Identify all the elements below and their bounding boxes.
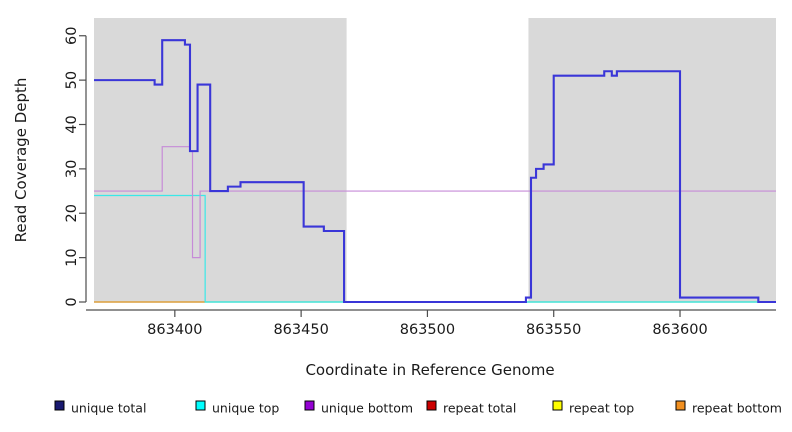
y-tick-label-30: 30 (64, 160, 80, 178)
y-tick-label-0: 0 (64, 297, 80, 306)
y-tick-label-20: 20 (64, 204, 80, 222)
legend-item-repeat-top[interactable]: repeat top (552, 400, 634, 416)
legend-item-unique-total[interactable]: unique total (54, 400, 146, 416)
y-tick-label-60: 60 (64, 27, 80, 45)
y-axis-label: Read Coverage Depth (12, 78, 30, 243)
legend-swatch-repeat-top (552, 400, 563, 411)
x-tick-label-863450: 863450 (273, 322, 328, 338)
shaded-region-layer (94, 18, 776, 302)
legend-label-repeat-top: repeat top (569, 401, 634, 416)
legend-label-repeat-total: repeat total (443, 401, 516, 416)
legend-swatch-repeat-bottom (675, 400, 686, 411)
y-tick-label-50: 50 (64, 71, 80, 89)
legend-label-repeat-bottom: repeat bottom (692, 401, 782, 416)
tick-label-layer: 0 10 20 30 40 50 60 863400 863450 863500 863550 863… (64, 27, 708, 338)
legend-swatch-unique-bottom (304, 400, 315, 411)
legend-swatch-unique-total (54, 400, 65, 411)
legend-label-unique-bottom: unique bottom (321, 401, 413, 416)
x-axis-label: Coordinate in Reference Genome (305, 361, 554, 379)
y-tick-label-10: 10 (64, 248, 80, 266)
legend: unique total unique top unique bottom repea… (54, 400, 782, 416)
axis-layer (79, 35, 776, 317)
x-tick-label-863400: 863400 (147, 322, 202, 338)
legend-item-repeat-total[interactable]: repeat total (426, 400, 516, 416)
x-tick-label-863500: 863500 (400, 322, 455, 338)
x-tick-label-863600: 863600 (652, 322, 707, 338)
legend-item-unique-top[interactable]: unique top (195, 400, 279, 416)
legend-swatch-repeat-total (426, 400, 437, 411)
shaded-region-1 (528, 18, 776, 302)
legend-label-unique-total: unique total (71, 401, 146, 416)
shaded-region-0 (94, 18, 347, 302)
series-layer (94, 39, 776, 304)
y-tick-label-40: 40 (64, 115, 80, 133)
series-line-unique-total (94, 39, 776, 304)
legend-item-unique-bottom[interactable]: unique bottom (304, 400, 413, 416)
legend-item-repeat-bottom[interactable]: repeat bottom (675, 400, 782, 416)
legend-swatch-unique-top (195, 400, 206, 411)
legend-label-unique-top: unique top (212, 401, 279, 416)
x-tick-label-863550: 863550 (526, 322, 581, 338)
